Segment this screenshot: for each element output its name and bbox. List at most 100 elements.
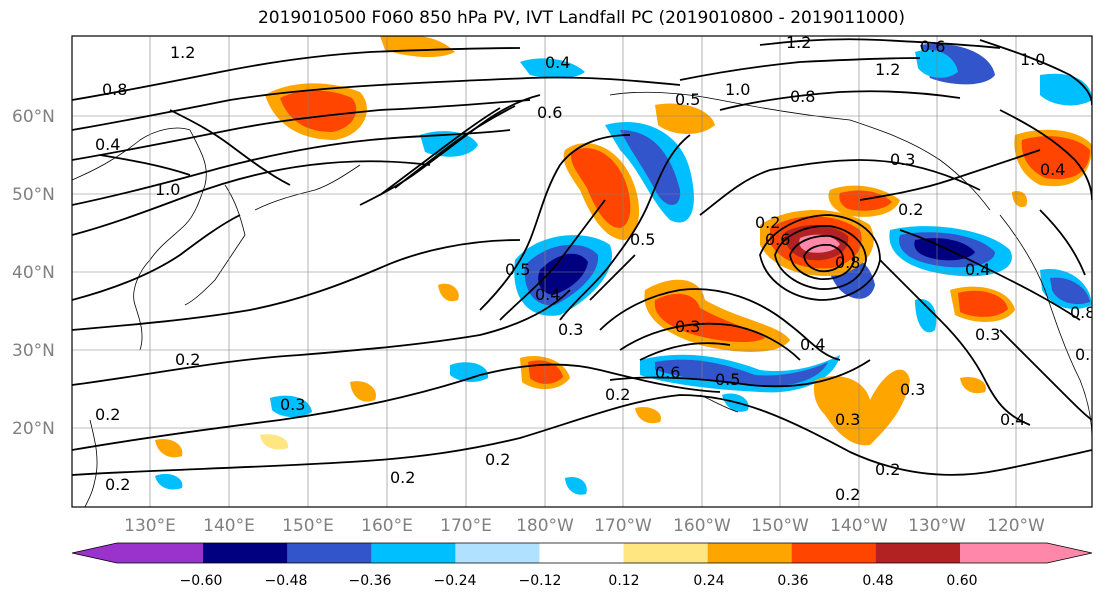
contour-label: 0.5 xyxy=(1075,345,1100,364)
colorbar-tick-label: −0.48 xyxy=(265,573,308,589)
latitude-label: 30°N xyxy=(12,341,55,361)
pv-contour xyxy=(803,243,845,273)
contour-label: 0.2 xyxy=(175,350,200,369)
colorbar-extend-low xyxy=(72,543,203,563)
contour-label: 1.0 xyxy=(155,180,180,199)
negative-anomaly-region xyxy=(1040,73,1092,106)
positive-anomaly-region xyxy=(528,360,563,384)
contour-label: 0.2 xyxy=(875,460,900,479)
pv-contour xyxy=(999,329,1092,421)
pv-contour xyxy=(72,99,531,161)
contour-label: 0.2 xyxy=(835,485,860,504)
pv-contour xyxy=(589,254,636,301)
pv-contour xyxy=(72,289,571,386)
map-panel: 1.2 0.8 1.0 0.4 0.6 0.5 0.3 0.2 1.2 0.4 … xyxy=(72,36,1100,507)
longitude-label: 180°W xyxy=(516,516,574,536)
colorbar-segments xyxy=(72,543,1092,563)
positive-anomaly-region xyxy=(960,376,986,394)
figure-title: 2019010500 F060 850 hPa PV, IVT Landfall… xyxy=(257,8,905,28)
pv-contour xyxy=(72,239,521,331)
contour-label: 0.8 xyxy=(1070,303,1095,322)
contour-label: 0.6 xyxy=(655,363,680,382)
longitude-label: 130°E xyxy=(124,516,176,536)
positive-anomaly-region xyxy=(654,293,765,342)
contour-label: 0.5 xyxy=(505,260,530,279)
contour-label: 0.4 xyxy=(1040,160,1065,179)
longitude-label: 160°E xyxy=(361,516,413,536)
negative-anomaly-region xyxy=(1050,277,1090,305)
negative-anomaly-region xyxy=(915,299,937,333)
positive-anomaly-region xyxy=(350,381,376,402)
negative-anomaly-region xyxy=(620,130,681,205)
positive-anomaly-region xyxy=(1021,136,1090,180)
coastline-japan xyxy=(184,184,246,306)
positive-anomaly-region xyxy=(155,438,183,458)
colorbar-tick-label: 0.24 xyxy=(693,573,724,589)
longitude-label: 120°W xyxy=(987,516,1045,536)
colorbar-tick-label: −0.12 xyxy=(519,573,562,589)
coastline-kuril-islands xyxy=(254,164,361,211)
colorbar-tick-label: 0.60 xyxy=(946,573,977,589)
contour-label: 0.5 xyxy=(630,230,655,249)
coastline-alaska xyxy=(609,91,991,211)
contour-labels: 1.2 0.8 1.0 0.4 0.6 0.5 0.3 0.2 1.2 0.4 … xyxy=(95,36,1100,504)
pv-contour xyxy=(72,363,721,451)
colorbar: −0.60 −0.48 −0.36 −0.24 −0.12 0.12 0.24 … xyxy=(71,542,1093,589)
longitude-labels: 130°E 140°E 150°E 160°E 170°E 180°W 170°… xyxy=(124,516,1045,536)
contour-label: 0.3 xyxy=(675,317,700,336)
longitude-label: 170°E xyxy=(440,516,492,536)
contour-label: 0.2 xyxy=(390,468,415,487)
colorbar-segment xyxy=(539,543,625,563)
negative-anomaly-region xyxy=(450,362,489,382)
contour-label: 0.2 xyxy=(105,475,130,494)
contour-label: 1.0 xyxy=(725,80,750,99)
pv-contour xyxy=(639,342,731,361)
positive-anomaly-region xyxy=(958,290,1008,317)
contour-label: 1.2 xyxy=(170,43,195,62)
pv-contour xyxy=(72,129,511,206)
shaded-anomalies xyxy=(155,36,1092,495)
contour-label: 0.4 xyxy=(535,285,560,304)
colorbar-extend-high xyxy=(960,543,1092,563)
pv-contour xyxy=(72,47,521,101)
positive-anomaly-region xyxy=(280,90,357,132)
contour-label: 0.2 xyxy=(605,385,630,404)
colorbar-segment xyxy=(287,543,372,563)
colorbar-segment xyxy=(371,543,456,563)
colorbar-segment xyxy=(875,543,961,563)
contour-label: 0.5 xyxy=(675,90,700,109)
positive-anomaly-region xyxy=(571,148,631,228)
colorbar-tick-label: 0.48 xyxy=(862,573,893,589)
negative-anomaly-region xyxy=(270,395,312,418)
pv-contour xyxy=(699,159,981,216)
colorbar-segment xyxy=(623,543,709,563)
pv-contour xyxy=(99,154,191,176)
longitude-label: 150°E xyxy=(282,516,334,536)
contour-label: 1.2 xyxy=(875,60,900,79)
contour-label: 0.3 xyxy=(900,380,925,399)
coastlines xyxy=(72,91,1092,507)
latitude-label: 60°N xyxy=(12,107,55,127)
gridlines xyxy=(72,36,1092,507)
latitude-label: 50°N xyxy=(12,185,55,205)
positive-anomaly-region xyxy=(1012,190,1028,208)
negative-anomaly-region xyxy=(915,49,958,78)
contour-label: 0.6 xyxy=(765,230,790,249)
colorbar-ticks: −0.60 −0.48 −0.36 −0.24 −0.12 0.12 0.24 … xyxy=(180,573,978,589)
colorbar-segment xyxy=(455,543,540,563)
pv-contour xyxy=(619,322,801,361)
contour-label: 0.4 xyxy=(1000,410,1025,429)
pv-contour xyxy=(609,359,871,388)
contour-label: 0.2 xyxy=(898,200,923,219)
longitude-label: 150°W xyxy=(751,516,809,536)
pv-contour xyxy=(559,134,691,321)
positive-anomaly-region xyxy=(260,434,289,450)
contour-label: 0.2 xyxy=(755,213,780,232)
negative-anomaly-region xyxy=(520,58,585,79)
contour-label: 0.4 xyxy=(545,53,570,72)
colorbar-tick-label: 0.12 xyxy=(608,573,639,589)
contour-label: 0.3 xyxy=(280,395,305,414)
pv-contour xyxy=(1039,209,1086,276)
pv-contours xyxy=(72,38,1092,476)
